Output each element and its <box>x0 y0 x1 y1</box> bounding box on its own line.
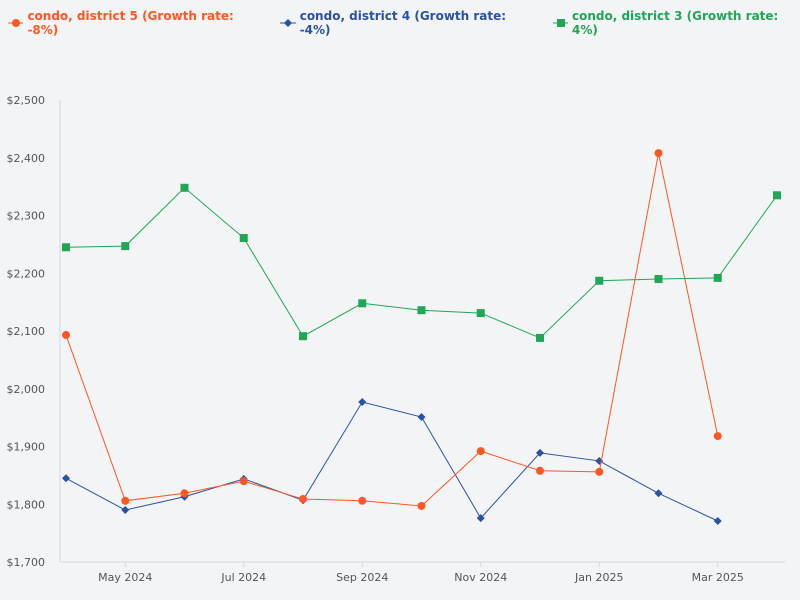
data-point[interactable] <box>713 516 722 525</box>
data-point[interactable] <box>713 432 722 441</box>
data-point[interactable] <box>358 496 367 505</box>
series-line <box>65 401 718 522</box>
series-0 <box>62 149 722 510</box>
legend-label: condo, district 5 (Growth rate: -8%) <box>27 9 234 37</box>
legend-marker[interactable] <box>284 19 293 27</box>
data-point[interactable] <box>239 477 248 486</box>
legend-label: condo, district 3 (Growth rate: 4%) <box>571 9 779 37</box>
data-point[interactable] <box>358 299 367 308</box>
data-point[interactable] <box>654 489 663 498</box>
x-tick-label: Jul 2024 <box>220 571 266 584</box>
data-point[interactable] <box>62 474 70 483</box>
data-point[interactable] <box>476 447 485 456</box>
data-point[interactable] <box>595 467 604 476</box>
data-point[interactable] <box>417 501 426 510</box>
x-tick-label: May 2024 <box>98 571 152 584</box>
x-tick-label: Jan 2025 <box>574 571 623 584</box>
y-tick-label: $2,300 <box>7 210 46 223</box>
legend-item-1[interactable]: condo, district 4 (Growth rate: -4%) <box>280 9 532 37</box>
y-tick-label: $2,400 <box>7 152 46 165</box>
data-point[interactable] <box>476 514 485 523</box>
data-point[interactable] <box>536 448 544 457</box>
data-point[interactable] <box>358 398 367 407</box>
legend-marker[interactable] <box>556 19 565 27</box>
data-point[interactable] <box>536 333 544 342</box>
data-point[interactable] <box>180 183 189 192</box>
data-point[interactable] <box>121 242 130 251</box>
y-tick-label: $2,200 <box>7 267 46 280</box>
data-point[interactable] <box>654 149 663 158</box>
data-point[interactable] <box>299 332 307 341</box>
x-tick-label: Nov 2024 <box>454 571 507 584</box>
legend-item-0[interactable]: condo, district 5 (Growth rate: -8%) <box>8 9 260 37</box>
data-point[interactable] <box>417 306 426 315</box>
data-point[interactable] <box>476 309 485 318</box>
legend-circle-icon <box>8 19 24 27</box>
legend-label: condo, district 4 (Growth rate: -4%) <box>299 9 507 37</box>
data-point[interactable] <box>62 331 70 340</box>
data-point[interactable] <box>595 276 604 285</box>
data-point[interactable] <box>239 234 248 243</box>
data-point[interactable] <box>713 273 722 282</box>
y-tick-label: $1,800 <box>7 498 46 511</box>
y-tick-label: $1,900 <box>7 441 46 454</box>
y-tick-label: $1,700 <box>7 556 46 569</box>
series-line <box>65 153 719 507</box>
series-2 <box>62 183 781 342</box>
data-point[interactable] <box>654 275 663 284</box>
legend-marker[interactable] <box>12 19 20 27</box>
legend-item-2[interactable]: condo, district 3 (Growth rate: 4%) <box>552 9 800 37</box>
legend-diamond-icon <box>280 19 296 27</box>
series-1 <box>62 398 722 525</box>
legend-square-icon <box>552 19 568 27</box>
data-point[interactable] <box>121 506 130 515</box>
data-point[interactable] <box>417 413 426 422</box>
x-tick-label: Sep 2024 <box>336 571 388 584</box>
y-tick-label: $2,100 <box>7 325 46 338</box>
y-tick-label: $2,000 <box>7 383 46 396</box>
data-point[interactable] <box>536 466 544 475</box>
data-point[interactable] <box>299 495 307 504</box>
y-tick-label: $2,500 <box>7 94 46 107</box>
data-point[interactable] <box>180 489 189 498</box>
legend: condo, district 5 (Growth rate: -8%) cond… <box>8 9 800 37</box>
x-tick-label: Mar 2025 <box>692 571 744 584</box>
data-point[interactable] <box>773 191 781 200</box>
data-point[interactable] <box>62 243 70 252</box>
data-point[interactable] <box>121 496 130 505</box>
